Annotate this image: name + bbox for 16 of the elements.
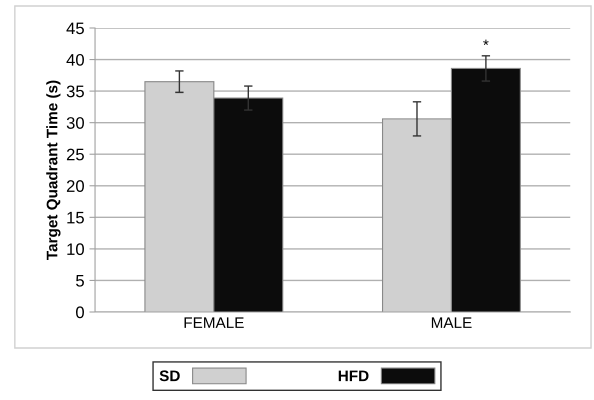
y-tick-label: 5 — [76, 275, 84, 287]
y-tick-label: 15 — [67, 212, 84, 224]
y-tick-label: 10 — [67, 243, 84, 256]
y-tick-label: 0 — [76, 306, 84, 318]
x-tick-label: FEMALE — [184, 317, 244, 328]
y-tick-label: 40 — [66, 54, 84, 66]
y-tick-label: 25 — [66, 148, 84, 160]
y-axis-title: Target Quadrant Time (s) — [46, 80, 61, 260]
y-tick-label: 35 — [66, 86, 84, 98]
x-tick-label: MALE — [432, 317, 472, 328]
annotation: * — [483, 40, 489, 46]
legend-label: SD — [160, 370, 180, 382]
y-tick-label: 30 — [66, 117, 84, 129]
y-tick-label: 20 — [66, 180, 84, 192]
legend-label: HFD — [338, 370, 369, 382]
y-tick-label: 45 — [66, 22, 84, 34]
